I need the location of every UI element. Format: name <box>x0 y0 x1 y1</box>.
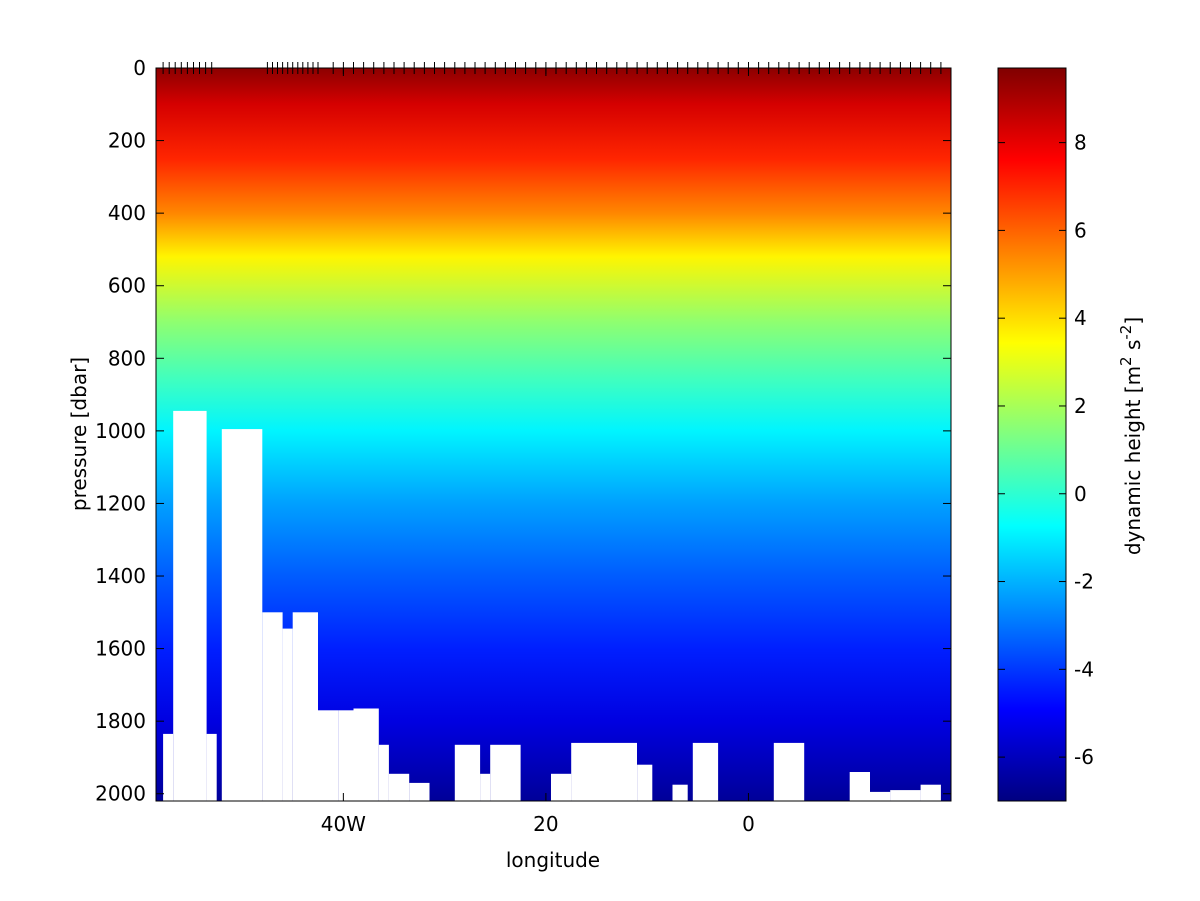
colorbar-tick-label: 0 <box>1074 482 1087 506</box>
topography-block <box>849 772 870 801</box>
colorbar-tick-label: 2 <box>1074 394 1087 418</box>
colorbar-tick-label: -6 <box>1074 745 1094 769</box>
topography-block <box>262 612 283 801</box>
y-axis: 0 200 400 600 800 1000 1200 1400 1600 1800 2000 <box>95 56 951 806</box>
y-tick-label: 1200 <box>95 491 146 515</box>
y-tick-label: 800 <box>108 346 146 370</box>
colorbar-tick-label: -4 <box>1074 657 1094 681</box>
y-tick-label: 1800 <box>95 709 146 733</box>
x-tick-label: 0 <box>742 812 755 836</box>
topography-block <box>551 773 572 801</box>
topography-block <box>890 790 921 801</box>
y-tick-label: 1600 <box>95 637 146 661</box>
topography-block <box>388 773 410 801</box>
y-tick-label: 0 <box>133 56 146 80</box>
topography-block <box>480 773 491 801</box>
colorbar-tick-label: 6 <box>1074 218 1087 242</box>
topography-block <box>338 710 354 801</box>
topography-block <box>206 733 217 801</box>
colorbar-label-text: dynamic height [m <box>1121 366 1145 555</box>
topography-block <box>292 612 318 801</box>
topography-block <box>378 744 389 801</box>
topography-block <box>409 782 430 801</box>
topography-block <box>920 784 941 801</box>
x-tick-label: 40W <box>321 812 366 836</box>
x-tick-label: 20 <box>533 812 558 836</box>
colorbar-label-end: ] <box>1121 317 1145 325</box>
topography-block <box>163 733 174 801</box>
bottom-topography-mask <box>163 410 941 801</box>
topography-block <box>454 744 481 801</box>
topography-block <box>637 764 653 801</box>
topography-block <box>692 742 719 801</box>
colorbar-tick-label: 8 <box>1074 131 1087 155</box>
colorbar <box>998 68 1066 801</box>
topography-block <box>490 744 521 801</box>
colorbar-tick-label: 4 <box>1074 306 1087 330</box>
colorbar-tick-label: -2 <box>1074 570 1094 594</box>
x-axis-label: longitude <box>506 848 600 872</box>
station-ticks <box>162 62 942 74</box>
x-axis: 40W 20 0 <box>321 68 755 836</box>
plot-frame <box>155 67 952 802</box>
topography-block <box>173 410 207 801</box>
colorbar-label-sup1: 2 <box>1117 356 1135 366</box>
y-tick-label: 600 <box>108 274 146 298</box>
plot-area <box>156 68 951 801</box>
topography-block <box>571 742 637 801</box>
colorbar-label: dynamic height [m2 s-2] <box>1117 317 1145 555</box>
topography-block <box>773 742 805 801</box>
colorbar-label-sup2: -2 <box>1117 325 1135 340</box>
y-tick-label: 1400 <box>95 564 146 588</box>
y-tick-label: 400 <box>108 201 146 225</box>
topography-block <box>353 708 379 801</box>
y-tick-label: 1000 <box>95 419 146 443</box>
topography-block <box>672 784 688 801</box>
topography-block <box>870 791 891 801</box>
colorbar-label-mid: s <box>1121 340 1145 357</box>
y-tick-label: 2000 <box>95 782 146 806</box>
topography-block <box>282 628 293 801</box>
y-tick-label: 200 <box>108 129 146 153</box>
topography-block <box>221 429 263 801</box>
colorbar-axis: 8 6 4 2 0 -2 -4 -6 <box>998 131 1094 769</box>
topography-block <box>318 710 339 801</box>
colorbar-frame <box>997 67 1067 802</box>
y-axis-label: pressure [dbar] <box>67 357 91 511</box>
